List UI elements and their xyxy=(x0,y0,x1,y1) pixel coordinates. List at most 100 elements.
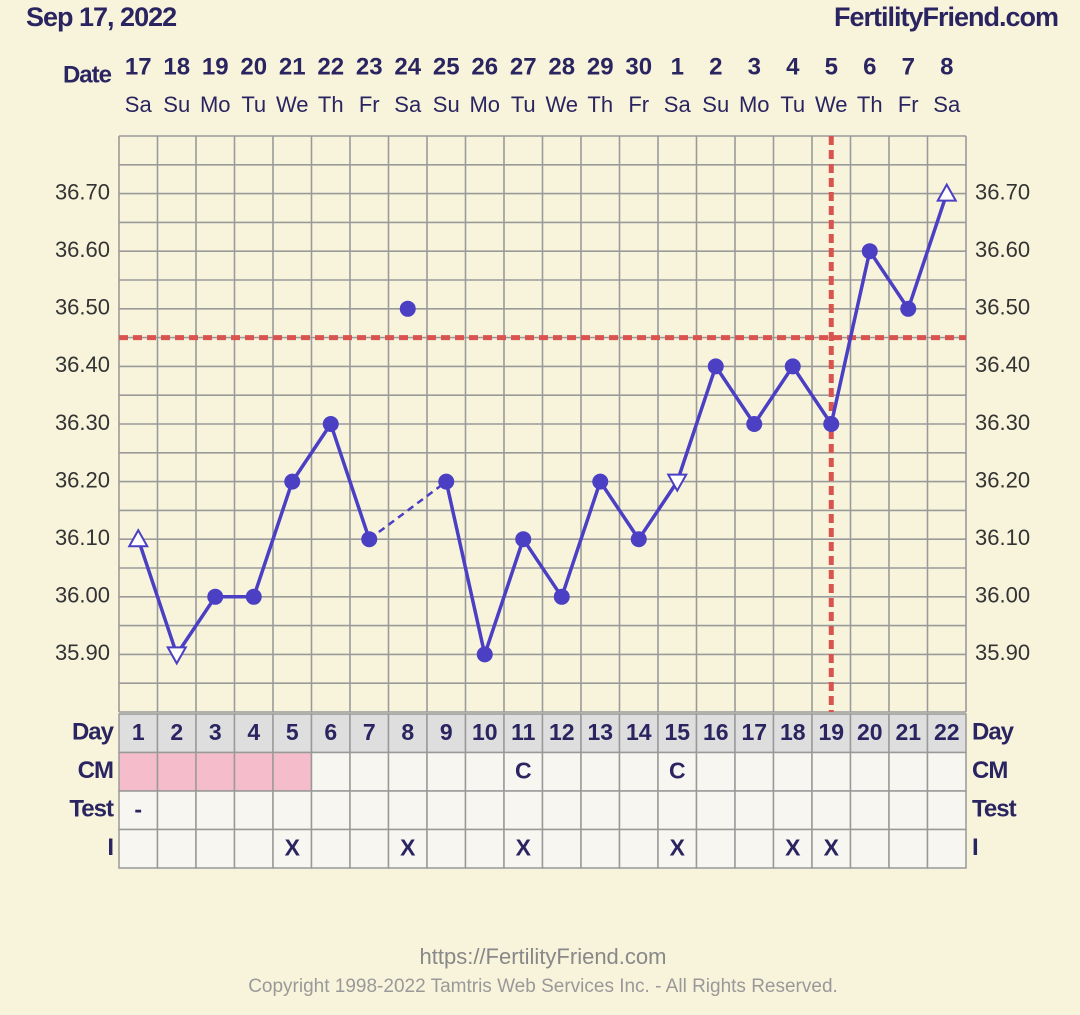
weekday-label: Tu xyxy=(241,92,266,117)
y-tick-label: 36.30 xyxy=(55,410,110,435)
table-cell xyxy=(349,751,390,792)
table-cell xyxy=(156,751,197,792)
cell-text: 12 xyxy=(549,719,575,745)
y-tick-label: 36.00 xyxy=(55,583,110,608)
date-label: 29 xyxy=(587,53,614,80)
table-cell xyxy=(349,828,390,869)
cell-text: X xyxy=(516,835,532,861)
table-cell xyxy=(464,713,505,754)
date-label: 22 xyxy=(317,53,344,80)
table-cell xyxy=(695,790,736,831)
date-label: 4 xyxy=(786,53,800,80)
y-tick-label: 36.50 xyxy=(975,295,1030,320)
table-cell xyxy=(888,790,929,831)
weekday-label: Mo xyxy=(200,92,231,117)
marker xyxy=(630,531,647,548)
date-label: 25 xyxy=(433,53,460,80)
table-cell xyxy=(156,713,197,754)
row-label: CM xyxy=(78,757,113,784)
table-cell xyxy=(811,790,852,831)
table-cell xyxy=(272,713,313,754)
table-cell xyxy=(541,790,582,831)
date-label: 1 xyxy=(671,53,684,80)
marker xyxy=(784,358,801,375)
table-cell xyxy=(888,828,929,869)
table-cell xyxy=(926,751,967,792)
copyright: Copyright 1998-2022 Tamtris Web Services… xyxy=(248,976,838,997)
table-cell xyxy=(118,751,159,792)
table-cell xyxy=(310,751,351,792)
cell-text: 19 xyxy=(818,719,844,745)
table-cell xyxy=(734,751,775,792)
weekday-label: Su xyxy=(702,92,729,117)
table-cell xyxy=(580,751,621,792)
date-label: 24 xyxy=(394,53,421,80)
cell-text: 22 xyxy=(934,719,960,745)
weekday-label: We xyxy=(276,92,309,117)
y-tick-label: 35.90 xyxy=(975,640,1030,665)
y-tick-label: 36.10 xyxy=(975,525,1030,550)
row-label: Date xyxy=(63,61,112,88)
y-tick-label: 36.20 xyxy=(975,467,1030,492)
date-label: 6 xyxy=(863,53,876,80)
date-label: 30 xyxy=(625,53,652,80)
cell-text: X xyxy=(670,835,686,861)
cell-text: C xyxy=(669,758,686,784)
cell-text: X xyxy=(285,835,301,861)
weekday-label: Sa xyxy=(125,92,153,117)
row-label: Test xyxy=(69,795,114,822)
weekday-label: Sa xyxy=(933,92,961,117)
cell-text: 1 xyxy=(132,719,145,745)
y-tick-label: 36.20 xyxy=(55,467,110,492)
row-label: Day xyxy=(972,718,1015,745)
weekday-label: Mo xyxy=(469,92,500,117)
date-label: 19 xyxy=(202,53,229,80)
row-label: I xyxy=(107,834,113,861)
weekday-label: Fr xyxy=(359,92,380,117)
y-tick-label: 35.90 xyxy=(55,640,110,665)
weekday-label: Su xyxy=(433,92,460,117)
marker xyxy=(936,182,958,202)
weekday-label: Th xyxy=(587,92,613,117)
cell-text: 9 xyxy=(440,719,453,745)
site-name: FertilityFriend.com xyxy=(834,2,1058,32)
y-tick-label: 36.70 xyxy=(55,179,110,204)
weekday-label: Fr xyxy=(628,92,649,117)
table-cell xyxy=(695,828,736,869)
table-cell xyxy=(233,713,274,754)
marker xyxy=(438,473,455,490)
table-cell xyxy=(580,713,621,754)
date-label: 5 xyxy=(825,53,838,80)
table-cell xyxy=(541,828,582,869)
table-cell xyxy=(772,751,813,792)
cell-text: X xyxy=(824,835,840,861)
table-cell xyxy=(734,713,775,754)
table-cell xyxy=(618,828,659,869)
cell-text: 4 xyxy=(247,719,260,745)
table-cell xyxy=(618,790,659,831)
marker xyxy=(746,416,763,432)
y-tick-label: 36.60 xyxy=(55,237,110,262)
row-label: CM xyxy=(972,757,1007,784)
marker xyxy=(245,588,262,605)
y-tick-label: 36.10 xyxy=(55,525,110,550)
table-cell xyxy=(272,828,313,869)
table-cell xyxy=(811,828,852,869)
table-cell xyxy=(734,790,775,831)
date-label: 2 xyxy=(709,53,722,80)
date-label: 17 xyxy=(125,53,152,80)
table-cell xyxy=(233,790,274,831)
table-cell xyxy=(195,790,236,831)
cell-text: 6 xyxy=(324,719,337,745)
date-label: 8 xyxy=(940,53,953,80)
table-cell xyxy=(195,713,236,754)
marker xyxy=(900,300,917,317)
table-cell xyxy=(849,790,890,831)
y-tick-label: 36.40 xyxy=(975,352,1030,377)
weekday-label: Tu xyxy=(511,92,536,117)
table-cell xyxy=(849,751,890,792)
table-cell xyxy=(503,790,544,831)
row-label: Test xyxy=(972,795,1017,822)
